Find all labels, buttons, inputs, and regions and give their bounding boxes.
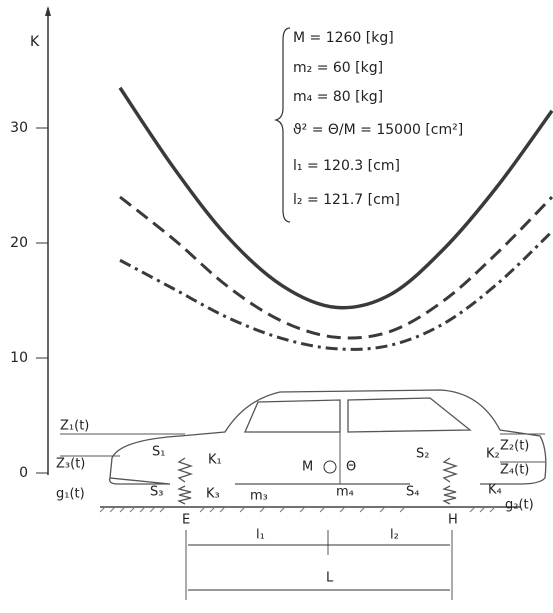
y-tick-label: 30 xyxy=(10,120,28,136)
diagram-label: Z₂(t) xyxy=(500,439,529,454)
diagram-label: L xyxy=(326,571,334,586)
diagram-label: E xyxy=(182,513,190,528)
diagram-label: g₁(t) xyxy=(56,487,85,502)
diagram-label: S₄ xyxy=(406,485,419,500)
diagram-label: Z₁(t) xyxy=(60,419,89,434)
y-tick-label: 10 xyxy=(10,350,28,366)
ground-hatch xyxy=(99,506,496,513)
diagram-label: S₃ xyxy=(150,485,163,500)
y-tick-label: 20 xyxy=(10,235,28,251)
parameter: m₄ = 80 [kg] xyxy=(293,89,383,105)
brace xyxy=(273,27,291,223)
axis-arrow xyxy=(45,6,51,16)
diagram-label: Z₃(t) xyxy=(56,457,85,472)
diagram-label: l₂ xyxy=(390,528,399,543)
center-of-mass xyxy=(323,460,337,474)
diagram-label: Z₄(t) xyxy=(500,463,529,478)
diagram-label: H xyxy=(448,513,458,528)
parameter: l₂ = 121.7 [cm] xyxy=(293,192,400,208)
diagram-label: K₄ xyxy=(488,483,502,498)
y-axis-label: K xyxy=(30,34,40,50)
car-windows xyxy=(244,397,472,433)
parameter: l₁ = 120.3 [cm] xyxy=(293,158,400,174)
diagram-label: Θ xyxy=(346,460,356,475)
diagram-label: g₂(t) xyxy=(505,498,534,513)
diagram-label: S₂ xyxy=(416,447,429,462)
diagram-label: K₃ xyxy=(206,487,220,502)
parameter: ϑ² = Θ/M = 15000 [cm²] xyxy=(293,122,463,138)
curve xyxy=(119,195,553,340)
diagram-label: K₁ xyxy=(208,453,222,468)
diagram-label: M xyxy=(302,460,313,475)
diagram-label: l₁ xyxy=(256,528,265,543)
car-body xyxy=(109,389,547,485)
diagram-label: K₂ xyxy=(486,447,500,462)
curve xyxy=(119,230,553,351)
y-tick-label: 0 xyxy=(19,465,28,481)
car-diagram xyxy=(60,389,547,600)
curve xyxy=(118,86,553,310)
diagram-label: m₃ xyxy=(250,489,268,504)
diagram-label: m₄ xyxy=(336,485,354,500)
springs xyxy=(176,457,459,505)
diagram-label: S₁ xyxy=(152,445,165,460)
parameter: M = 1260 [kg] xyxy=(293,30,394,46)
parameter: m₂ = 60 [kg] xyxy=(293,60,383,76)
